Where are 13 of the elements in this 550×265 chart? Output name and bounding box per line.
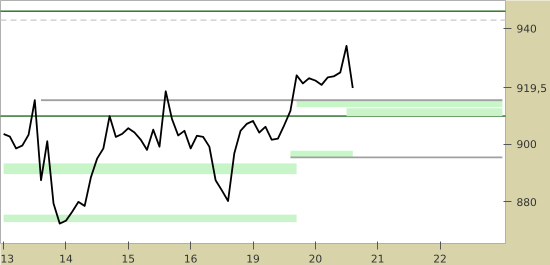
y-tick-label: 900 xyxy=(516,138,538,152)
x-tick-label: 22 xyxy=(433,252,447,265)
x-tick-label: 16 xyxy=(184,252,198,265)
x-tick-label: 19 xyxy=(246,252,260,265)
y-tick-label: 940 xyxy=(516,22,538,36)
x-tick-label: 13 xyxy=(0,252,14,265)
y-tick-label: 919,5 xyxy=(516,82,548,95)
y-tick-label: 880 xyxy=(516,196,538,209)
x-tick-label: 20 xyxy=(308,252,322,265)
line-series xyxy=(2,44,354,224)
x-tick-label: 21 xyxy=(370,252,384,265)
x-tick-label: 14 xyxy=(59,252,73,265)
x-tick-label: 15 xyxy=(122,252,136,265)
